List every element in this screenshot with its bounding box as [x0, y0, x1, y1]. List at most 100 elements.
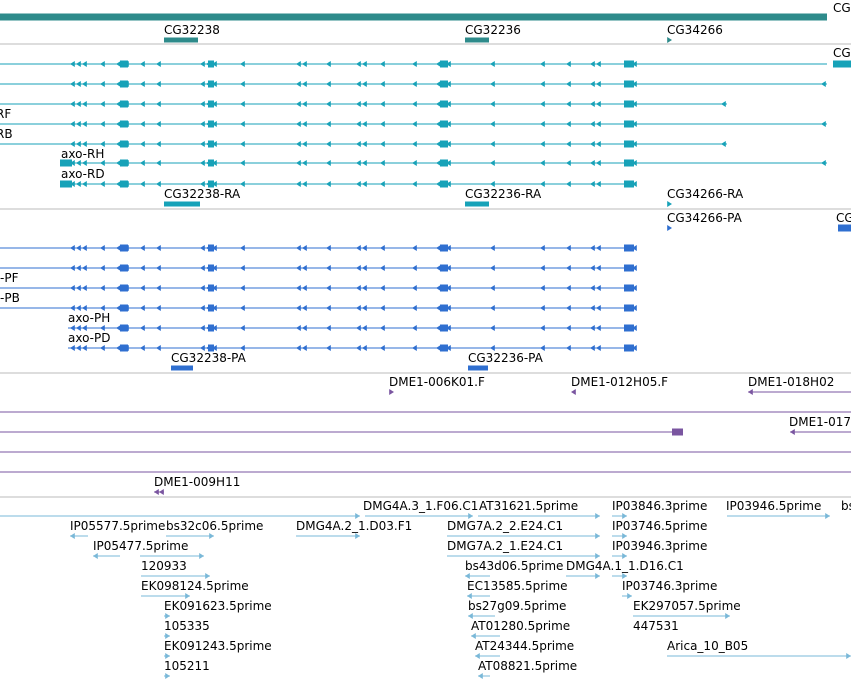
- left-arrow-mark: [82, 81, 87, 87]
- left-arrow-mark: [632, 245, 637, 251]
- left-arrow-mark: [156, 345, 161, 351]
- left-arrow-mark: [240, 325, 245, 331]
- left-arrow-mark: [632, 345, 637, 351]
- left-arrow-mark: [566, 61, 571, 67]
- left-arrow-mark: [140, 305, 145, 311]
- left-arrow-mark: [212, 160, 217, 166]
- left-arrow-mark: [590, 305, 595, 311]
- est-label: AT08821.5prime: [478, 659, 577, 673]
- exon-block: [208, 180, 214, 188]
- left-arrow-mark: [596, 141, 601, 147]
- left-arrow-mark: [240, 181, 245, 187]
- left-arrow-mark: [540, 121, 545, 127]
- exon-block: [440, 159, 448, 167]
- left-arrow-mark: [200, 285, 205, 291]
- left-arrow-mark: [116, 345, 121, 351]
- left-arrow-mark: [380, 181, 385, 187]
- left-arrow-mark: [82, 245, 87, 251]
- left-arrow-mark: [212, 245, 217, 251]
- left-arrow-mark: [412, 325, 417, 331]
- left-arrow-mark: [302, 81, 307, 87]
- left-arrow-mark: [156, 81, 161, 87]
- left-arrow-mark: [116, 160, 121, 166]
- left-arrow-mark: [296, 121, 301, 127]
- left-arrow-mark: [296, 101, 301, 107]
- exon-block: [624, 180, 634, 188]
- left-arrow-mark: [100, 81, 105, 87]
- est-label: 447531: [633, 619, 679, 633]
- left-arrow-mark: [540, 285, 545, 291]
- exon-block: [465, 201, 489, 207]
- left-arrow-mark: [156, 305, 161, 311]
- exon-block: [208, 264, 214, 272]
- left-arrow-mark: [70, 181, 75, 187]
- transcript-label: CG32238-RA: [164, 187, 241, 201]
- transcript-label: axo-RH: [61, 147, 104, 161]
- exon-block: [208, 140, 214, 148]
- left-arrow-mark: [446, 141, 451, 147]
- left-arrow-mark: [212, 181, 217, 187]
- left-arrow-mark: [821, 81, 826, 87]
- left-arrow-mark: [362, 61, 367, 67]
- gene-bar-CG32236: [465, 37, 489, 43]
- left-arrow-mark: [821, 160, 826, 166]
- left-arrow-mark: [632, 141, 637, 147]
- left-arrow-mark: [100, 305, 105, 311]
- left-arrow-mark: [380, 305, 385, 311]
- left-arrow-mark: [76, 285, 81, 291]
- est-label: EK297057.5prime: [633, 599, 741, 613]
- est-label: bs43d06.5prime: [465, 559, 563, 573]
- left-arrow-mark: [566, 345, 571, 351]
- left-arrow-mark: [140, 245, 145, 251]
- left-arrow-mark: [362, 245, 367, 251]
- est-label: bs: [841, 499, 851, 513]
- left-arrow-mark: [212, 285, 217, 291]
- left-arrow-mark: [296, 141, 301, 147]
- left-arrow-mark: [302, 265, 307, 271]
- left-arrow-mark: [821, 121, 826, 127]
- left-arrow-mark: [100, 285, 105, 291]
- left-arrow-mark: [302, 325, 307, 331]
- left-arrow-mark: [436, 305, 441, 311]
- est-label: DMG4A.2_1.D03.F1: [296, 519, 412, 533]
- left-arrow-mark: [446, 325, 451, 331]
- exon-block: [624, 284, 634, 292]
- gene-label: CG: [833, 1, 851, 15]
- left-arrow-mark: [566, 81, 571, 87]
- est-label: DMG4A.3_1.F06.C1: [363, 499, 478, 513]
- right-arrow-mark: [825, 513, 830, 519]
- left-arrow-mark: [200, 305, 205, 311]
- right-arrow-mark: [595, 553, 600, 559]
- left-arrow-mark: [70, 61, 75, 67]
- left-arrow-mark: [362, 325, 367, 331]
- left-arrow-mark: [326, 121, 331, 127]
- left-arrow-mark: [82, 325, 87, 331]
- left-arrow-mark: [302, 121, 307, 127]
- left-arrow-mark: [721, 101, 726, 107]
- est-label: IP03746.5prime: [612, 519, 707, 533]
- left-arrow-mark: [140, 61, 145, 67]
- left-arrow-mark: [140, 285, 145, 291]
- left-arrow-mark: [93, 553, 98, 559]
- left-arrow-mark: [212, 101, 217, 107]
- left-arrow-mark: [790, 429, 795, 435]
- exon-block: [440, 60, 448, 68]
- protein-label: CG: [836, 211, 851, 225]
- left-arrow-mark: [200, 160, 205, 166]
- left-arrow-mark: [356, 305, 361, 311]
- left-arrow-mark: [596, 81, 601, 87]
- protein-label: CG34266-PA: [667, 211, 743, 225]
- left-arrow-mark: [356, 345, 361, 351]
- exon-block: [208, 344, 214, 352]
- left-arrow-mark: [140, 265, 145, 271]
- left-arrow-mark: [380, 61, 385, 67]
- left-arrow-mark: [116, 101, 121, 107]
- left-arrow-mark: [468, 613, 473, 619]
- left-arrow-mark: [467, 593, 472, 599]
- transcript-label: RF: [0, 107, 11, 121]
- est-label: AT01280.5prime: [471, 619, 570, 633]
- left-arrow-mark: [436, 245, 441, 251]
- left-arrow-mark: [380, 245, 385, 251]
- left-arrow-mark: [212, 345, 217, 351]
